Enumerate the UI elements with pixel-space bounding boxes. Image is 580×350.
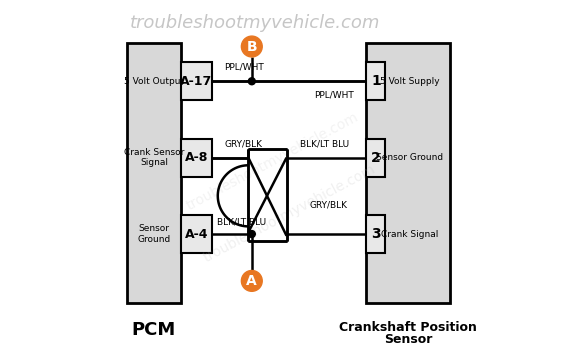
Text: Sensor Ground: Sensor Ground: [376, 153, 443, 162]
Text: 2: 2: [371, 150, 381, 164]
FancyBboxPatch shape: [367, 62, 386, 100]
Text: A-8: A-8: [184, 151, 208, 164]
Text: PPL/WHT: PPL/WHT: [314, 91, 354, 100]
Circle shape: [248, 78, 255, 85]
Text: 3: 3: [371, 227, 380, 241]
Text: troubleshootmyvehicle.com: troubleshootmyvehicle.com: [201, 162, 379, 265]
FancyBboxPatch shape: [180, 139, 212, 177]
FancyBboxPatch shape: [367, 43, 450, 303]
FancyBboxPatch shape: [367, 139, 386, 177]
Text: GRY/BLK: GRY/BLK: [309, 200, 347, 209]
Circle shape: [248, 231, 255, 238]
Text: GRY/BLK: GRY/BLK: [224, 139, 262, 148]
Text: Crank Sensor
Signal: Crank Sensor Signal: [124, 148, 184, 167]
FancyBboxPatch shape: [127, 43, 180, 303]
Text: PCM: PCM: [132, 321, 176, 338]
Text: 5 Volt Output: 5 Volt Output: [124, 77, 184, 86]
Text: Crankshaft Position: Crankshaft Position: [339, 321, 477, 334]
Text: A: A: [246, 274, 257, 288]
Text: A-17: A-17: [180, 75, 212, 88]
Text: Crank Signal: Crank Signal: [381, 230, 438, 239]
Text: Sensor: Sensor: [384, 334, 432, 346]
Text: PPL/WHT: PPL/WHT: [224, 63, 264, 72]
Text: B: B: [246, 40, 257, 54]
Text: BLK/LT BLU: BLK/LT BLU: [300, 139, 350, 148]
Text: 5 Volt Supply: 5 Volt Supply: [380, 77, 440, 86]
Text: 1: 1: [371, 74, 381, 88]
Text: troubleshootmyvehicle.com: troubleshootmyvehicle.com: [130, 14, 380, 32]
Text: troubleshootmyvehicle.com: troubleshootmyvehicle.com: [184, 110, 361, 212]
FancyBboxPatch shape: [180, 215, 212, 253]
Circle shape: [241, 36, 262, 57]
Circle shape: [241, 271, 262, 291]
FancyBboxPatch shape: [367, 215, 386, 253]
FancyBboxPatch shape: [180, 62, 212, 100]
Text: BLK/LT BLU: BLK/LT BLU: [217, 217, 266, 226]
Text: A-4: A-4: [184, 228, 208, 240]
Text: Sensor
Ground: Sensor Ground: [137, 224, 171, 244]
